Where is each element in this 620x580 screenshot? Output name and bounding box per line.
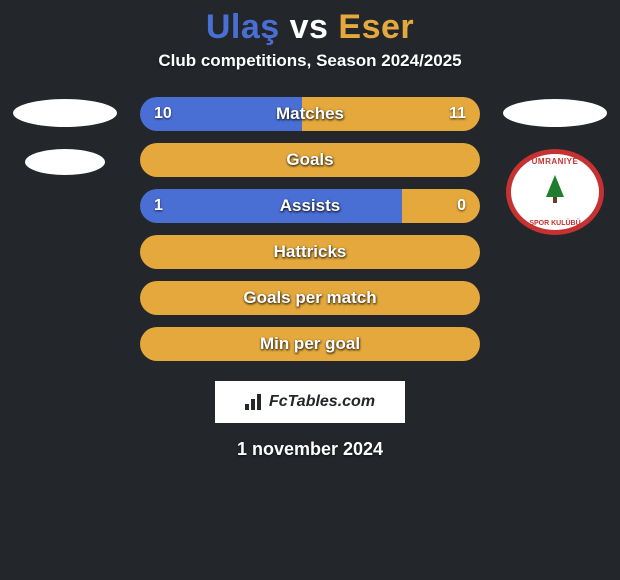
title-vs: vs (280, 8, 339, 46)
title-right-player: Eser (338, 8, 414, 46)
stat-left-value: 1 (140, 189, 177, 223)
bars-icon (245, 394, 263, 410)
placeholder-ellipse-icon (25, 149, 105, 175)
stat-bar: 1011Matches (140, 97, 480, 131)
stat-right-value: 0 (443, 189, 480, 223)
club-crest-icon: UMRANIYE SPOR KULÜBÜ (506, 149, 604, 235)
right-team-badge-2: UMRANIYE SPOR KULÜBÜ (500, 149, 610, 235)
comparison-card: Ulaş vs Eser Club competitions, Season 2… (0, 0, 620, 580)
placeholder-ellipse-icon (503, 99, 607, 127)
stat-bar-right-segment (140, 327, 480, 361)
stat-bar: Goals (140, 143, 480, 177)
tree-icon (543, 175, 567, 210)
stat-bars: 1011MatchesGoals10AssistsHattricksGoals … (140, 97, 480, 361)
page-title: Ulaş vs Eser (0, 8, 620, 47)
stat-bar: Goals per match (140, 281, 480, 315)
stat-bar: 10Assists (140, 189, 480, 223)
comparison-body: 1011MatchesGoals10AssistsHattricksGoals … (0, 97, 620, 361)
right-team-badge-1 (500, 99, 610, 127)
watermark-text: FcTables.com (269, 393, 375, 411)
title-left-player: Ulaş (206, 8, 280, 46)
left-team-badge-1 (10, 99, 120, 127)
subtitle: Club competitions, Season 2024/2025 (0, 51, 620, 71)
stat-bar-right-segment (140, 281, 480, 315)
stat-right-value: 11 (435, 97, 480, 131)
stat-bar: Hattricks (140, 235, 480, 269)
placeholder-ellipse-icon (13, 99, 117, 127)
stat-bar-left-segment (140, 189, 402, 223)
stat-bar: Min per goal (140, 327, 480, 361)
watermark-box: FcTables.com (215, 381, 405, 423)
club-crest-bottom-text: SPOR KULÜBÜ (529, 220, 580, 227)
left-team-badge-2 (10, 149, 120, 175)
footer-date: 1 november 2024 (0, 439, 620, 460)
stat-left-value: 10 (140, 97, 186, 131)
stat-bar-right-segment (140, 143, 480, 177)
right-badge-column: UMRANIYE SPOR KULÜBÜ (500, 97, 610, 361)
club-crest-top-text: UMRANIYE (532, 157, 579, 166)
stat-bar-right-segment (140, 235, 480, 269)
left-badge-column (10, 97, 120, 361)
